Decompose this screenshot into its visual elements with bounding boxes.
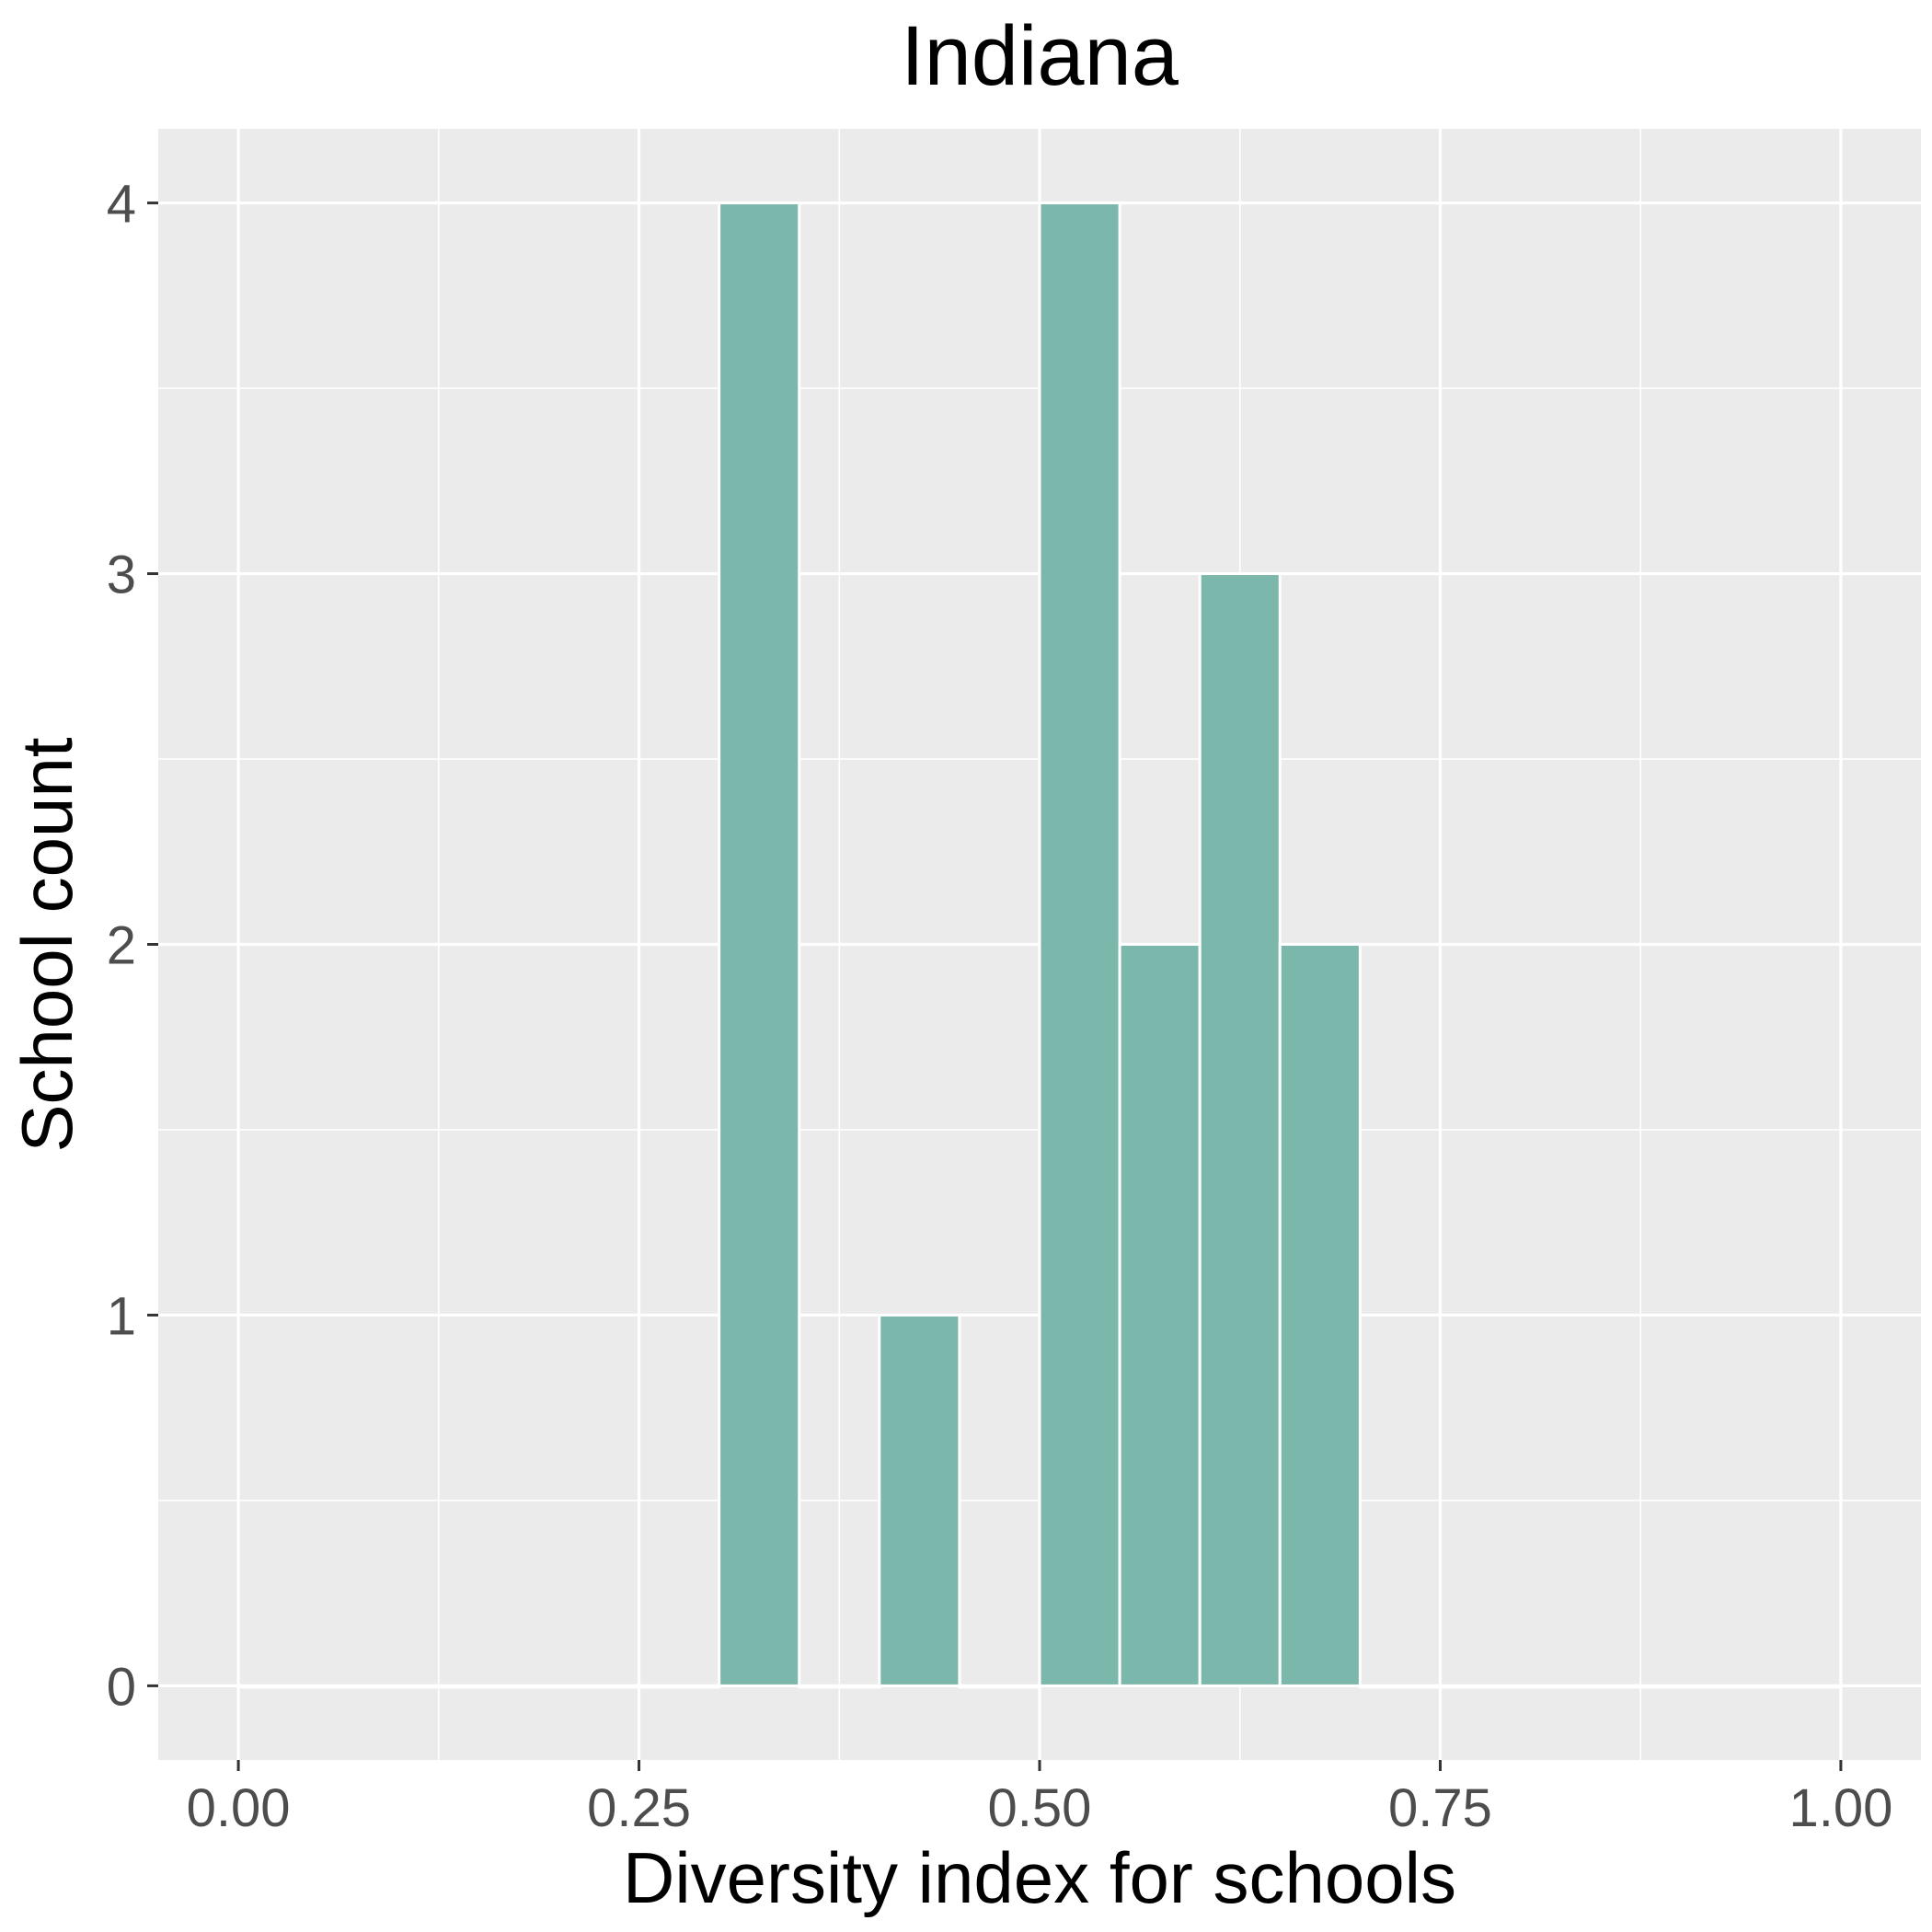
x-axis: 0.00 0.25 0.50 0.75 1.00 bbox=[187, 1760, 1892, 1838]
histogram-bar bbox=[1198, 572, 1282, 1687]
histogram-bar bbox=[1438, 1684, 1523, 1689]
histogram-bar bbox=[1118, 943, 1202, 1687]
x-tick-label: 1.00 bbox=[1788, 1778, 1892, 1838]
histogram-bar bbox=[1038, 201, 1121, 1687]
histogram-bar bbox=[477, 1684, 560, 1689]
histogram-bar bbox=[638, 1684, 721, 1689]
y-axis: 0 1 2 3 4 bbox=[107, 175, 158, 1717]
x-tick-label: 0.50 bbox=[988, 1778, 1092, 1838]
histogram-bar bbox=[798, 1684, 881, 1689]
histogram-bar bbox=[316, 1684, 400, 1689]
histogram-bars bbox=[236, 201, 1843, 1689]
histogram-bar bbox=[1278, 943, 1362, 1687]
histogram-bar bbox=[718, 201, 801, 1687]
histogram-bar bbox=[557, 1684, 641, 1689]
histogram-bar bbox=[1759, 1684, 1843, 1689]
y-tick-label: 4 bbox=[107, 175, 136, 235]
histogram-bar bbox=[1679, 1684, 1763, 1689]
x-tick-label: 0.75 bbox=[1388, 1778, 1492, 1838]
chart-title: Indiana bbox=[901, 9, 1179, 103]
histogram-bar bbox=[1519, 1684, 1603, 1689]
histogram-bar bbox=[878, 1313, 961, 1687]
y-tick-label: 2 bbox=[107, 916, 136, 976]
y-tick-label: 3 bbox=[107, 546, 136, 605]
x-axis-title: Diversity index for schools bbox=[623, 1837, 1456, 1918]
histogram-bar bbox=[1599, 1684, 1683, 1689]
y-tick-label: 0 bbox=[107, 1657, 136, 1717]
y-tick-label: 1 bbox=[107, 1286, 136, 1346]
histogram-bar bbox=[397, 1684, 480, 1689]
histogram-bar bbox=[958, 1684, 1041, 1689]
histogram-bar bbox=[1358, 1684, 1442, 1689]
x-tick-label: 0.00 bbox=[187, 1778, 291, 1838]
x-tick-label: 0.25 bbox=[587, 1778, 691, 1838]
histogram-bar bbox=[236, 1684, 320, 1689]
y-axis-title: School count bbox=[6, 737, 87, 1152]
